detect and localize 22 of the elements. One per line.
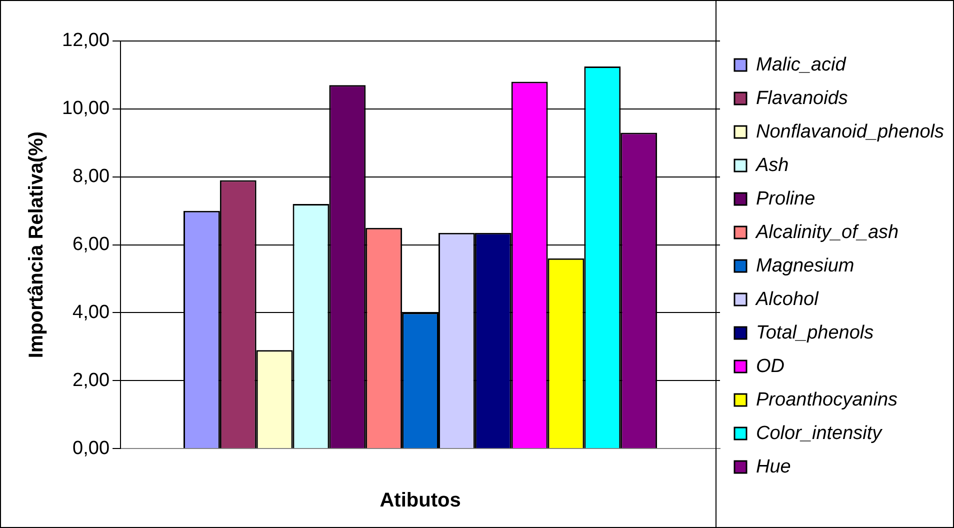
legend-label: Proanthocyanins <box>756 389 898 410</box>
legend-label: OD <box>756 356 785 377</box>
legend-label: Proline <box>756 188 816 210</box>
legend-label: Color_intensity <box>756 422 884 444</box>
y-tick-label: 6,00 <box>72 234 110 256</box>
y-tick-label: 0,00 <box>72 438 110 459</box>
legend-label: Hue <box>756 456 791 478</box>
legend-label: Magnesium <box>756 255 854 276</box>
legend-label: Alcalinity_of_ash <box>755 222 899 243</box>
legend-label: Malic_acid <box>756 54 848 76</box>
legend-label: Ash <box>755 154 789 176</box>
legend-label: Alcohol <box>755 288 820 310</box>
y-tick-label: 8,00 <box>72 166 110 188</box>
x-axis-title: Atibutos <box>380 490 461 512</box>
y-tick-label: 2,00 <box>72 370 110 391</box>
y-tick-label: 4,00 <box>72 302 110 323</box>
y-tick-label: 12,00 <box>62 30 110 52</box>
legend-label: Flavanoids <box>756 88 848 109</box>
legend-label: Nonflavanoid_phenols <box>756 121 945 142</box>
legend-label: Total_phenols <box>756 322 874 344</box>
y-tick-label: 10,00 <box>62 98 110 120</box>
y-axis-title: Importância Relativa(%) <box>26 131 48 358</box>
